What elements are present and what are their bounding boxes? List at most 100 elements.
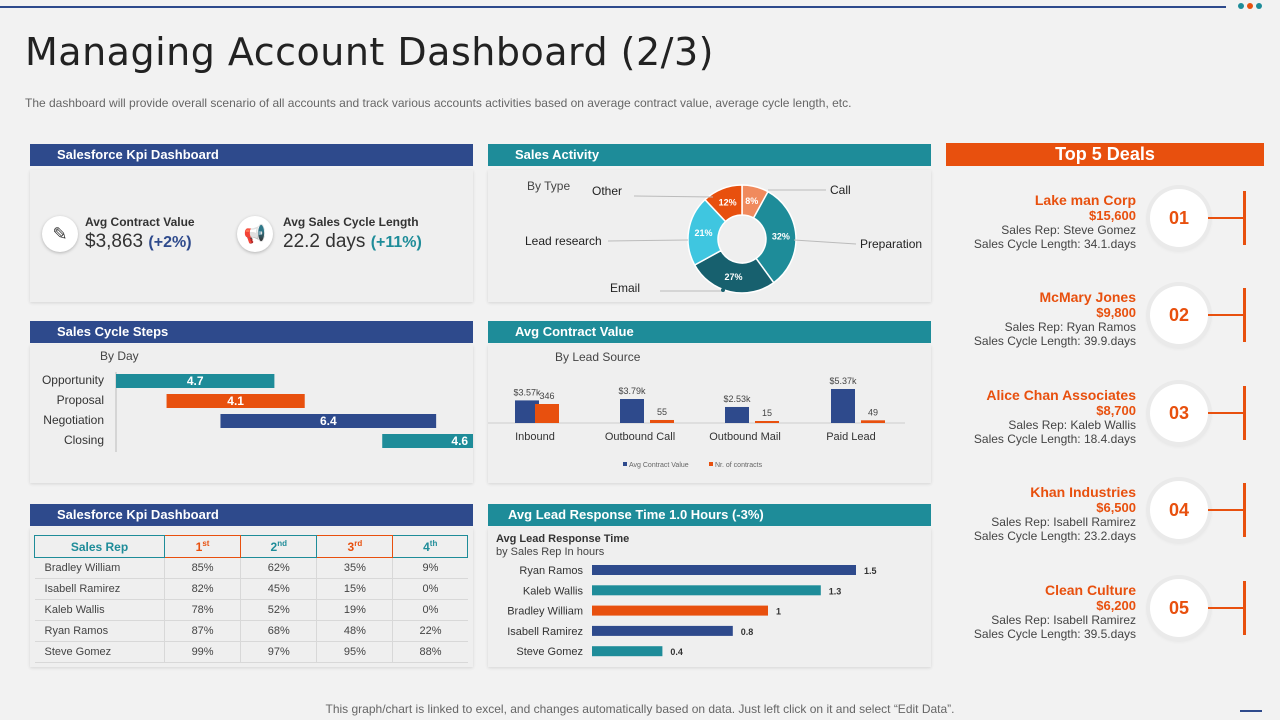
cell-rep: Isabell Ramirez <box>34 578 165 600</box>
cell-q3: 15% <box>316 578 394 600</box>
footer-note: This graph/chart is linked to excel, and… <box>325 702 955 716</box>
cycle-value-label: 6.4 <box>320 414 337 428</box>
lead-category-label: Isabell Ramirez <box>507 626 583 638</box>
cycle-bar <box>166 394 305 408</box>
deal-item: Khan Industries $6,500 Sales Rep: Isabell … <box>950 484 1136 543</box>
cycle-value-label: 4.6 <box>451 434 468 448</box>
deal-connector <box>1208 314 1244 316</box>
deal-amount: $15,600 <box>1089 208 1136 223</box>
deal-amount: $6,500 <box>1096 500 1136 515</box>
cell-q1: 87% <box>164 620 242 642</box>
deal-amount: $6,200 <box>1096 598 1136 613</box>
avg-contract-subtitle: By Lead Source <box>555 350 641 364</box>
cell-q2: 45% <box>240 578 318 600</box>
lead-response-header: Avg Lead Response Time 1.0 Hours (-3%) <box>488 504 931 526</box>
kpi-value-contract: $3,863 (+2%) <box>85 231 192 253</box>
cell-q2: 68% <box>240 620 318 642</box>
deal-name: Alice Chan Associates <box>986 387 1136 403</box>
contract-category-label: Paid Lead <box>826 431 876 443</box>
contract-value-label: $3.57k <box>513 387 541 397</box>
col-q1-suffix: st <box>202 539 210 548</box>
table-header-row: Sales Rep 1st 2nd 3rd 4th <box>34 535 468 558</box>
lead-bar <box>592 625 733 636</box>
deal-item: Clean Culture $6,200 Sales Rep: Isabell Ra… <box>950 582 1136 641</box>
decor-dots <box>1238 3 1262 9</box>
lead-response-panel: Avg Lead Response Time by Sales Rep In h… <box>488 528 931 667</box>
col-q4-num: 4 <box>423 540 430 554</box>
kpi-value-cycle: 22.2 days (+11%) <box>283 231 422 253</box>
contract-bar-count <box>535 404 559 423</box>
kpi-panel: ✎ Avg Contract Value $3,863 (+2%) 📢 Avg … <box>30 170 473 302</box>
deal-rep: Sales Rep: Isabell Ramirez <box>991 613 1136 627</box>
cell-q2: 62% <box>240 557 318 579</box>
contract-bar-value <box>515 400 539 423</box>
contract-bar-count <box>861 420 885 423</box>
deal-name: Clean Culture <box>1044 582 1136 598</box>
kpi-amount-contract: $3,863 <box>85 231 144 252</box>
deal-cycle: Sales Cycle Length: 18.4.days <box>973 432 1136 446</box>
cell-q4: 9% <box>392 557 468 579</box>
avg-contract-header: Avg Contract Value <box>488 321 931 343</box>
deal-bracket <box>1243 288 1246 342</box>
cell-q3: 19% <box>316 599 394 621</box>
contract-value-label: $2.53k <box>723 394 751 404</box>
top-rule <box>0 6 1226 8</box>
donut-marker <box>721 288 725 292</box>
cycle-category-label: Proposal <box>57 393 104 407</box>
col-q3-num: 3 <box>347 540 355 554</box>
donut-value-label: 27% <box>724 272 742 282</box>
cell-rep: Ryan Ramos <box>34 620 165 642</box>
col-sales-rep: Sales Rep <box>34 535 165 558</box>
cell-q4: 88% <box>392 641 468 663</box>
contract-bar-value <box>620 399 644 423</box>
table-row: Steve Gomez 99% 97% 95% 88% <box>34 641 468 663</box>
col-q3: 3rd <box>316 535 394 558</box>
cell-q1: 85% <box>164 557 242 579</box>
lead-bar <box>592 605 768 616</box>
cell-q3: 95% <box>316 641 394 663</box>
col-q2-num: 2 <box>270 540 278 554</box>
sales-cycle-header: Sales Cycle Steps <box>30 321 473 343</box>
contract-value-label: $3.79k <box>618 386 646 396</box>
contract-value-label: $5.37k <box>829 376 857 386</box>
lead-response-subtitle: Avg Lead Response Time <box>496 533 629 545</box>
table-row: Kaleb Wallis 78% 52% 19% 0% <box>34 599 468 621</box>
col-q1: 1st <box>163 535 242 558</box>
cell-q4: 22% <box>392 620 468 642</box>
lead-category-label: Kaleb Wallis <box>523 585 584 597</box>
cell-q1: 99% <box>164 641 242 663</box>
deal-item: Lake man Corp $15,600 Sales Rep: Steve Gom… <box>950 192 1136 251</box>
cell-q1: 82% <box>164 578 242 600</box>
donut-slice-preparation <box>752 190 797 284</box>
col-q4-suffix: th <box>429 539 438 548</box>
deal-rep: Sales Rep: Isabell Ramirez <box>991 515 1136 529</box>
page-subtitle: The dashboard will provide overall scena… <box>25 96 852 110</box>
contract-count-label: 49 <box>868 407 878 417</box>
kpi-change-cycle: (+11%) <box>370 234 422 251</box>
contract-bar-value <box>831 389 855 423</box>
contract-bar-count <box>650 419 674 423</box>
contract-count-label: 55 <box>657 407 667 417</box>
sales-activity-chart: By Type 8% Call 32% Preparation 27% Email 21% L… <box>525 179 922 295</box>
cell-q1: 78% <box>164 599 242 621</box>
deal-rank-badge: 01 <box>1150 189 1208 247</box>
lead-response-subtitle-2: by Sales Rep In hours <box>496 546 605 558</box>
lead-value-label: 1 <box>776 607 781 617</box>
contract-icon: ✎ <box>42 216 78 252</box>
deal-connector <box>1208 217 1244 219</box>
deal-connector <box>1208 509 1244 511</box>
lead-value-label: 0.8 <box>741 627 754 637</box>
kpi-label-contract: Avg Contract Value <box>85 215 195 229</box>
cell-q2: 52% <box>240 599 318 621</box>
cell-q4: 0% <box>392 578 468 600</box>
deal-cycle: Sales Cycle Length: 39.5.days <box>973 627 1136 641</box>
cycle-value-label: 4.7 <box>187 374 204 388</box>
deal-bracket <box>1243 581 1246 635</box>
table-row: Ryan Ramos 87% 68% 48% 22% <box>34 620 468 642</box>
col-q3-suffix: rd <box>354 539 363 548</box>
table-row: Bradley William 85% 62% 35% 9% <box>34 557 468 579</box>
col-q4: 4th <box>392 535 468 558</box>
contract-category-label: Outbound Mail <box>709 431 781 443</box>
deal-rep: Sales Rep: Ryan Ramos <box>1004 320 1136 334</box>
deal-rank-badge: 04 <box>1150 481 1208 539</box>
